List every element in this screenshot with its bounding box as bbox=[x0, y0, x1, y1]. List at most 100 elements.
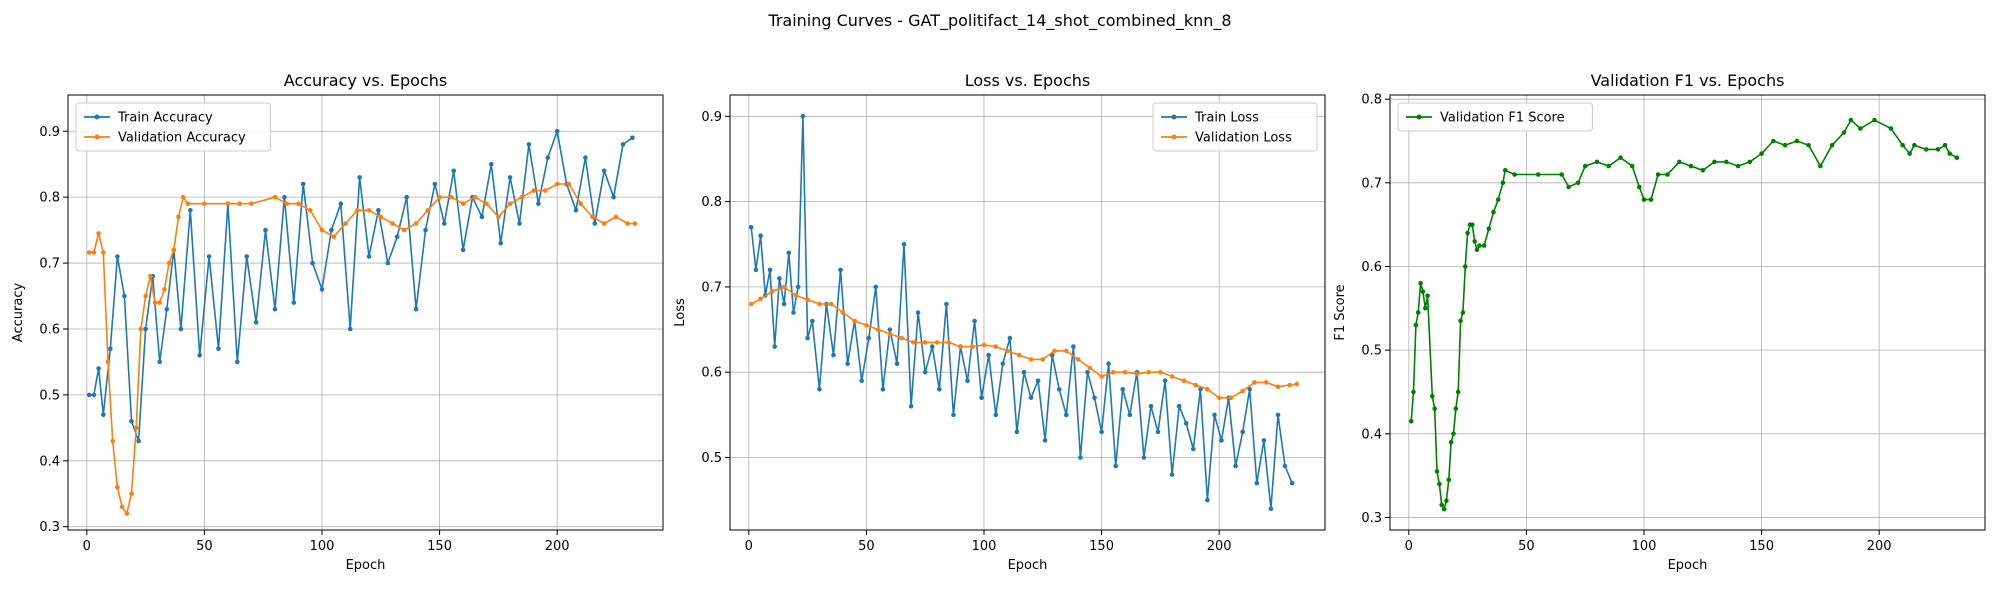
x-tick-label: 0 bbox=[1405, 539, 1413, 554]
data-point bbox=[748, 301, 754, 307]
data-point bbox=[873, 284, 879, 290]
data-point bbox=[1759, 151, 1764, 156]
data-point bbox=[795, 284, 801, 290]
data-point bbox=[526, 142, 532, 147]
data-point bbox=[583, 155, 588, 160]
data-point bbox=[969, 344, 975, 349]
y-axis-label: Loss bbox=[673, 298, 688, 327]
data-point bbox=[887, 331, 893, 337]
data-point bbox=[630, 135, 635, 141]
data-point bbox=[1040, 357, 1046, 362]
data-point bbox=[1474, 247, 1480, 253]
data-point bbox=[355, 208, 360, 213]
data-point bbox=[1481, 243, 1487, 248]
data-point bbox=[1252, 380, 1257, 385]
data-point bbox=[915, 310, 921, 315]
data-point bbox=[129, 491, 134, 497]
data-point bbox=[1818, 163, 1823, 169]
data-point bbox=[164, 306, 170, 312]
figure-suptitle: Training Curves - GAT_politifact_14_shot… bbox=[767, 11, 1231, 31]
data-point bbox=[1254, 480, 1260, 486]
data-point bbox=[1162, 378, 1168, 384]
series-line-2 bbox=[750, 286, 1297, 399]
data-point bbox=[1712, 159, 1717, 165]
data-point bbox=[216, 346, 221, 352]
data-point bbox=[1495, 197, 1501, 202]
y-tick-label: 0.8 bbox=[701, 195, 722, 210]
data-point bbox=[1677, 159, 1682, 165]
legend-box bbox=[75, 102, 271, 152]
data-point bbox=[91, 392, 97, 398]
data-point bbox=[1146, 369, 1151, 375]
data-point bbox=[124, 511, 130, 516]
data-point bbox=[791, 310, 796, 315]
plot-frame bbox=[67, 94, 664, 531]
data-point bbox=[554, 181, 560, 187]
data-point bbox=[91, 250, 97, 255]
data-point bbox=[331, 234, 337, 239]
data-point bbox=[310, 260, 315, 266]
data-point bbox=[507, 175, 513, 180]
series-points-2 bbox=[748, 284, 1300, 401]
data-point bbox=[122, 293, 127, 299]
data-point bbox=[1900, 142, 1905, 148]
data-point bbox=[1052, 348, 1057, 354]
data-point bbox=[1665, 172, 1670, 177]
data-point bbox=[378, 214, 384, 220]
data-point bbox=[993, 412, 999, 418]
x-tick-label: 200 bbox=[1207, 539, 1232, 554]
x-tick-label: 150 bbox=[1749, 539, 1774, 554]
data-point bbox=[237, 201, 242, 206]
series-points-1 bbox=[86, 128, 635, 444]
data-point bbox=[1446, 477, 1452, 483]
series-line-2 bbox=[89, 183, 635, 515]
data-point bbox=[781, 284, 787, 290]
y-tick-label: 0.7 bbox=[39, 257, 60, 272]
data-point bbox=[864, 323, 869, 328]
data-point bbox=[394, 234, 400, 239]
data-point bbox=[1637, 184, 1642, 190]
y-tick-label: 0.9 bbox=[39, 125, 60, 140]
data-point bbox=[1014, 429, 1020, 435]
x-tick-label: 100 bbox=[1632, 539, 1657, 554]
data-point bbox=[786, 250, 792, 256]
data-point bbox=[1035, 378, 1041, 384]
data-point bbox=[625, 221, 630, 226]
data-point bbox=[1289, 480, 1295, 486]
data-point bbox=[1099, 429, 1104, 435]
x-tick-label: 0 bbox=[83, 539, 91, 554]
data-point bbox=[1771, 138, 1776, 144]
y-tick-label: 0.3 bbox=[39, 520, 60, 535]
data-point bbox=[1263, 380, 1269, 385]
data-point bbox=[620, 142, 626, 147]
data-point bbox=[171, 247, 177, 253]
data-point bbox=[1287, 382, 1292, 388]
data-point bbox=[1212, 412, 1217, 418]
data-point bbox=[347, 326, 353, 332]
data-point bbox=[1502, 168, 1508, 173]
legend-swatch-marker bbox=[94, 114, 100, 120]
data-point bbox=[1268, 506, 1274, 512]
data-point bbox=[282, 194, 287, 200]
x-tick-label: 0 bbox=[745, 539, 753, 554]
data-point bbox=[1512, 172, 1517, 177]
x-tick-label: 50 bbox=[196, 539, 213, 554]
data-point bbox=[376, 208, 381, 213]
chart-panel-2: 0 50 100 150 200 0.5 0.6 0.7 0.8 0.9 Loss vs. Epoc… bbox=[673, 71, 1326, 573]
data-point bbox=[901, 242, 907, 247]
data-point bbox=[329, 227, 334, 233]
data-point bbox=[1087, 365, 1093, 371]
data-point bbox=[1688, 163, 1694, 169]
data-point bbox=[449, 194, 454, 200]
data-point bbox=[1028, 357, 1034, 362]
data-point bbox=[110, 438, 115, 444]
data-point bbox=[1193, 382, 1198, 388]
y-tick-label: 0.4 bbox=[39, 454, 60, 469]
data-point bbox=[105, 359, 111, 365]
data-point bbox=[1064, 412, 1069, 418]
data-point bbox=[319, 227, 325, 233]
legend-swatch-marker bbox=[1171, 134, 1177, 140]
data-point bbox=[1455, 389, 1461, 395]
plot-frame bbox=[729, 94, 1326, 531]
